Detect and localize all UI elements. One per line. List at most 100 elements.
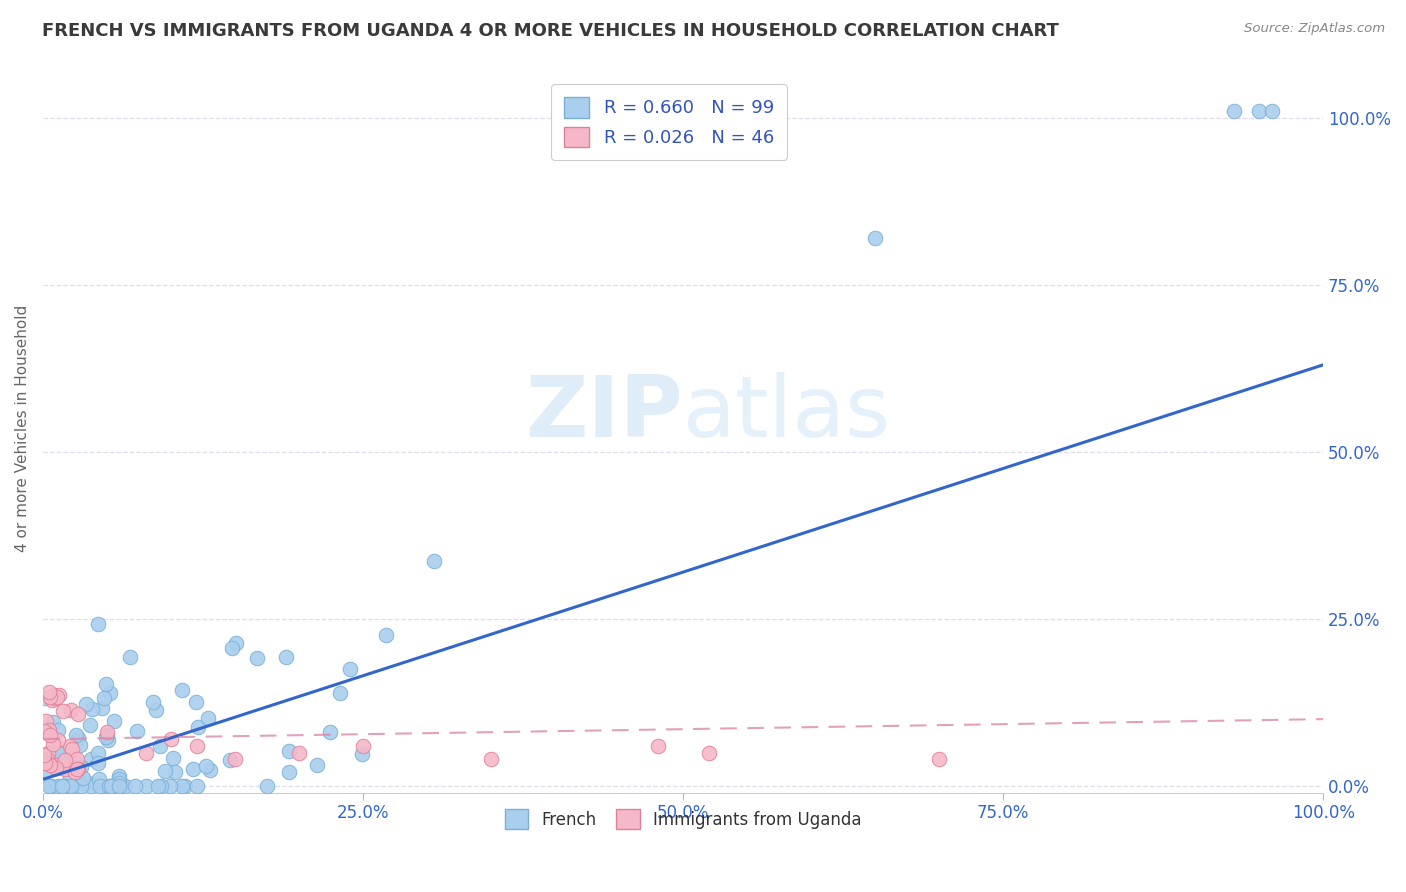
French xyxy=(184,695,207,709)
Immigrants from Uganda xyxy=(53,762,76,776)
Immigrants from Uganda xyxy=(34,714,56,728)
Immigrants from Uganda xyxy=(59,703,82,717)
French xyxy=(186,779,208,793)
French xyxy=(256,779,278,793)
French xyxy=(278,764,301,779)
French xyxy=(82,702,104,716)
Immigrants from Uganda xyxy=(186,739,208,753)
French xyxy=(98,685,121,699)
Immigrants from Uganda xyxy=(53,753,76,767)
French xyxy=(174,779,197,793)
French xyxy=(108,776,131,790)
French xyxy=(59,779,82,793)
French xyxy=(329,686,352,700)
Immigrants from Uganda xyxy=(34,755,56,769)
Immigrants from Uganda xyxy=(39,690,62,705)
French xyxy=(56,779,79,793)
French xyxy=(148,779,170,793)
Immigrants from Uganda xyxy=(45,761,67,775)
French xyxy=(46,745,69,759)
French xyxy=(76,776,98,790)
French xyxy=(34,691,56,706)
French xyxy=(1222,103,1244,118)
French xyxy=(38,779,60,793)
French xyxy=(108,769,131,783)
French xyxy=(93,690,115,705)
Immigrants from Uganda xyxy=(479,752,502,766)
French xyxy=(66,731,89,745)
French xyxy=(103,714,125,728)
French xyxy=(101,779,124,793)
French xyxy=(423,554,446,568)
Immigrants from Uganda xyxy=(45,758,67,772)
French xyxy=(94,779,117,793)
Y-axis label: 4 or more Vehicles in Household: 4 or more Vehicles in Household xyxy=(15,305,30,552)
French xyxy=(46,723,69,738)
Immigrants from Uganda xyxy=(135,746,157,760)
French xyxy=(89,779,111,793)
French xyxy=(87,616,110,631)
Immigrants from Uganda xyxy=(34,754,56,768)
Text: atlas: atlas xyxy=(683,372,891,455)
French xyxy=(96,728,118,742)
French xyxy=(277,744,299,758)
French xyxy=(124,779,146,793)
French xyxy=(350,747,373,761)
French xyxy=(159,779,181,793)
French xyxy=(319,725,342,739)
French xyxy=(96,730,118,744)
French xyxy=(120,649,142,664)
French xyxy=(198,763,221,777)
French xyxy=(103,779,125,793)
Immigrants from Uganda xyxy=(224,752,246,766)
Immigrants from Uganda xyxy=(66,706,89,721)
Immigrants from Uganda xyxy=(65,765,87,780)
French xyxy=(39,747,62,761)
French xyxy=(75,697,97,711)
French xyxy=(87,746,110,760)
Immigrants from Uganda xyxy=(48,689,70,703)
French xyxy=(195,759,218,773)
Immigrants from Uganda xyxy=(928,752,950,766)
French xyxy=(153,764,176,779)
French xyxy=(65,756,87,770)
Immigrants from Uganda xyxy=(647,739,669,753)
French xyxy=(87,756,110,771)
Immigrants from Uganda xyxy=(34,723,56,738)
French xyxy=(339,662,361,676)
French xyxy=(46,779,69,793)
Immigrants from Uganda xyxy=(45,761,67,775)
Immigrants from Uganda xyxy=(34,748,56,763)
Immigrants from Uganda xyxy=(52,705,75,719)
French xyxy=(91,701,114,715)
Immigrants from Uganda xyxy=(34,756,56,770)
French xyxy=(55,746,77,760)
French xyxy=(65,728,87,742)
Text: FRENCH VS IMMIGRANTS FROM UGANDA 4 OR MORE VEHICLES IN HOUSEHOLD CORRELATION CHA: FRENCH VS IMMIGRANTS FROM UGANDA 4 OR MO… xyxy=(42,22,1059,40)
French xyxy=(114,779,136,793)
Immigrants from Uganda xyxy=(59,739,82,754)
French xyxy=(108,779,131,793)
French xyxy=(181,762,204,776)
French xyxy=(135,779,157,793)
Immigrants from Uganda xyxy=(60,741,83,756)
French xyxy=(246,651,269,665)
Immigrants from Uganda xyxy=(38,723,60,737)
French xyxy=(100,779,122,793)
French xyxy=(111,779,134,793)
French xyxy=(69,738,91,752)
French xyxy=(170,779,193,793)
French xyxy=(80,752,103,766)
Immigrants from Uganda xyxy=(41,737,63,751)
Immigrants from Uganda xyxy=(46,690,69,704)
French xyxy=(142,695,165,709)
French xyxy=(187,720,209,734)
Immigrants from Uganda xyxy=(44,690,66,705)
Immigrants from Uganda xyxy=(48,733,70,747)
French xyxy=(72,772,94,786)
French xyxy=(59,769,82,783)
French xyxy=(221,641,243,656)
French xyxy=(89,772,111,786)
Immigrants from Uganda xyxy=(66,762,89,776)
French xyxy=(94,677,117,691)
